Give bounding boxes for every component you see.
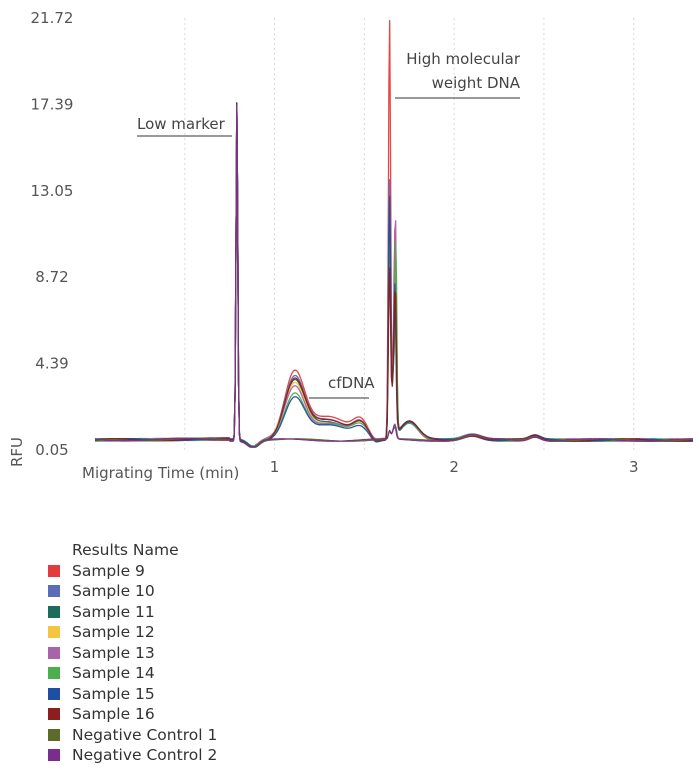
legend-item: Negative Control 2 <box>48 745 217 766</box>
legend-label: Negative Control 2 <box>72 746 218 764</box>
series-traces <box>94 19 694 448</box>
x-tick-label: 3 <box>629 458 639 476</box>
legend-item: Sample 10 <box>48 581 217 602</box>
legend-item: Sample 9 <box>48 561 217 582</box>
legend-swatch <box>48 626 60 639</box>
legend-label: Sample 9 <box>72 561 145 580</box>
y-tick-label: 13.05 <box>31 182 74 200</box>
legend-label: Sample 16 <box>72 705 155 723</box>
x-axis-label: Migrating Time (min) <box>82 464 239 482</box>
legend-label: Sample 15 <box>72 684 155 703</box>
legend-swatch <box>48 749 60 762</box>
legend-label: Sample 12 <box>72 623 155 641</box>
x-tick-labels: 1 2 3 <box>270 458 639 476</box>
legend-items: Sample 9 Sample 10 Sample 11 Sample 12 Sampl… <box>48 561 217 766</box>
legend-swatch <box>48 687 60 700</box>
legend: Results Name Sample 9 Sample 10 Sample 11 S… <box>48 540 217 766</box>
y-tick-labels: 21.72 17.39 13.05 8.72 4.39 0.05 <box>31 9 74 459</box>
legend-item: Sample 15 <box>48 684 217 705</box>
legend-label: Sample 11 <box>72 602 155 621</box>
series-line-negative-control-2 <box>94 104 693 448</box>
legend-label: Sample 13 <box>72 643 155 662</box>
peak-annotations: Low marker cfDNA High molecular weight DNA <box>137 50 521 399</box>
legend-swatch <box>48 605 60 618</box>
x-tick-label: 1 <box>270 458 280 476</box>
legend-item: Sample 13 <box>48 643 217 664</box>
y-tick-label: 0.05 <box>35 441 68 459</box>
grid-lines <box>184 18 635 450</box>
legend-swatch <box>48 564 60 577</box>
legend-swatch <box>48 708 60 721</box>
legend-item: Negative Control 1 <box>48 725 217 746</box>
y-tick-label: 8.72 <box>35 268 68 286</box>
annotation-cfdna: cfDNA <box>328 374 375 392</box>
x-tick-label: 2 <box>449 458 459 476</box>
y-tick-label: 21.72 <box>31 9 74 27</box>
annotation-weight-dna: weight DNA <box>432 74 521 92</box>
annotation-low-marker: Low marker <box>137 115 226 133</box>
legend-swatch <box>48 728 60 741</box>
legend-item: Sample 16 <box>48 704 217 725</box>
electropherogram-chart: 21.72 17.39 13.05 8.72 4.39 0.05 1 2 3 RFU Migr… <box>8 9 694 482</box>
y-tick-label: 17.39 <box>31 95 74 113</box>
y-tick-label: 4.39 <box>35 354 68 372</box>
legend-swatch <box>48 585 60 598</box>
y-axis-label: RFU <box>8 437 26 467</box>
annotation-high-molecular: High molecular <box>406 50 521 68</box>
legend-label: Negative Control 1 <box>72 725 218 744</box>
legend-item: Sample 12 <box>48 622 217 643</box>
legend-swatch <box>48 646 60 659</box>
legend-item: Sample 14 <box>48 663 217 684</box>
legend-label: Sample 10 <box>72 582 155 600</box>
legend-title: Results Name <box>72 541 179 559</box>
legend-swatch <box>48 667 60 680</box>
legend-label: Sample 14 <box>72 664 155 682</box>
legend-item: Sample 11 <box>48 602 217 623</box>
